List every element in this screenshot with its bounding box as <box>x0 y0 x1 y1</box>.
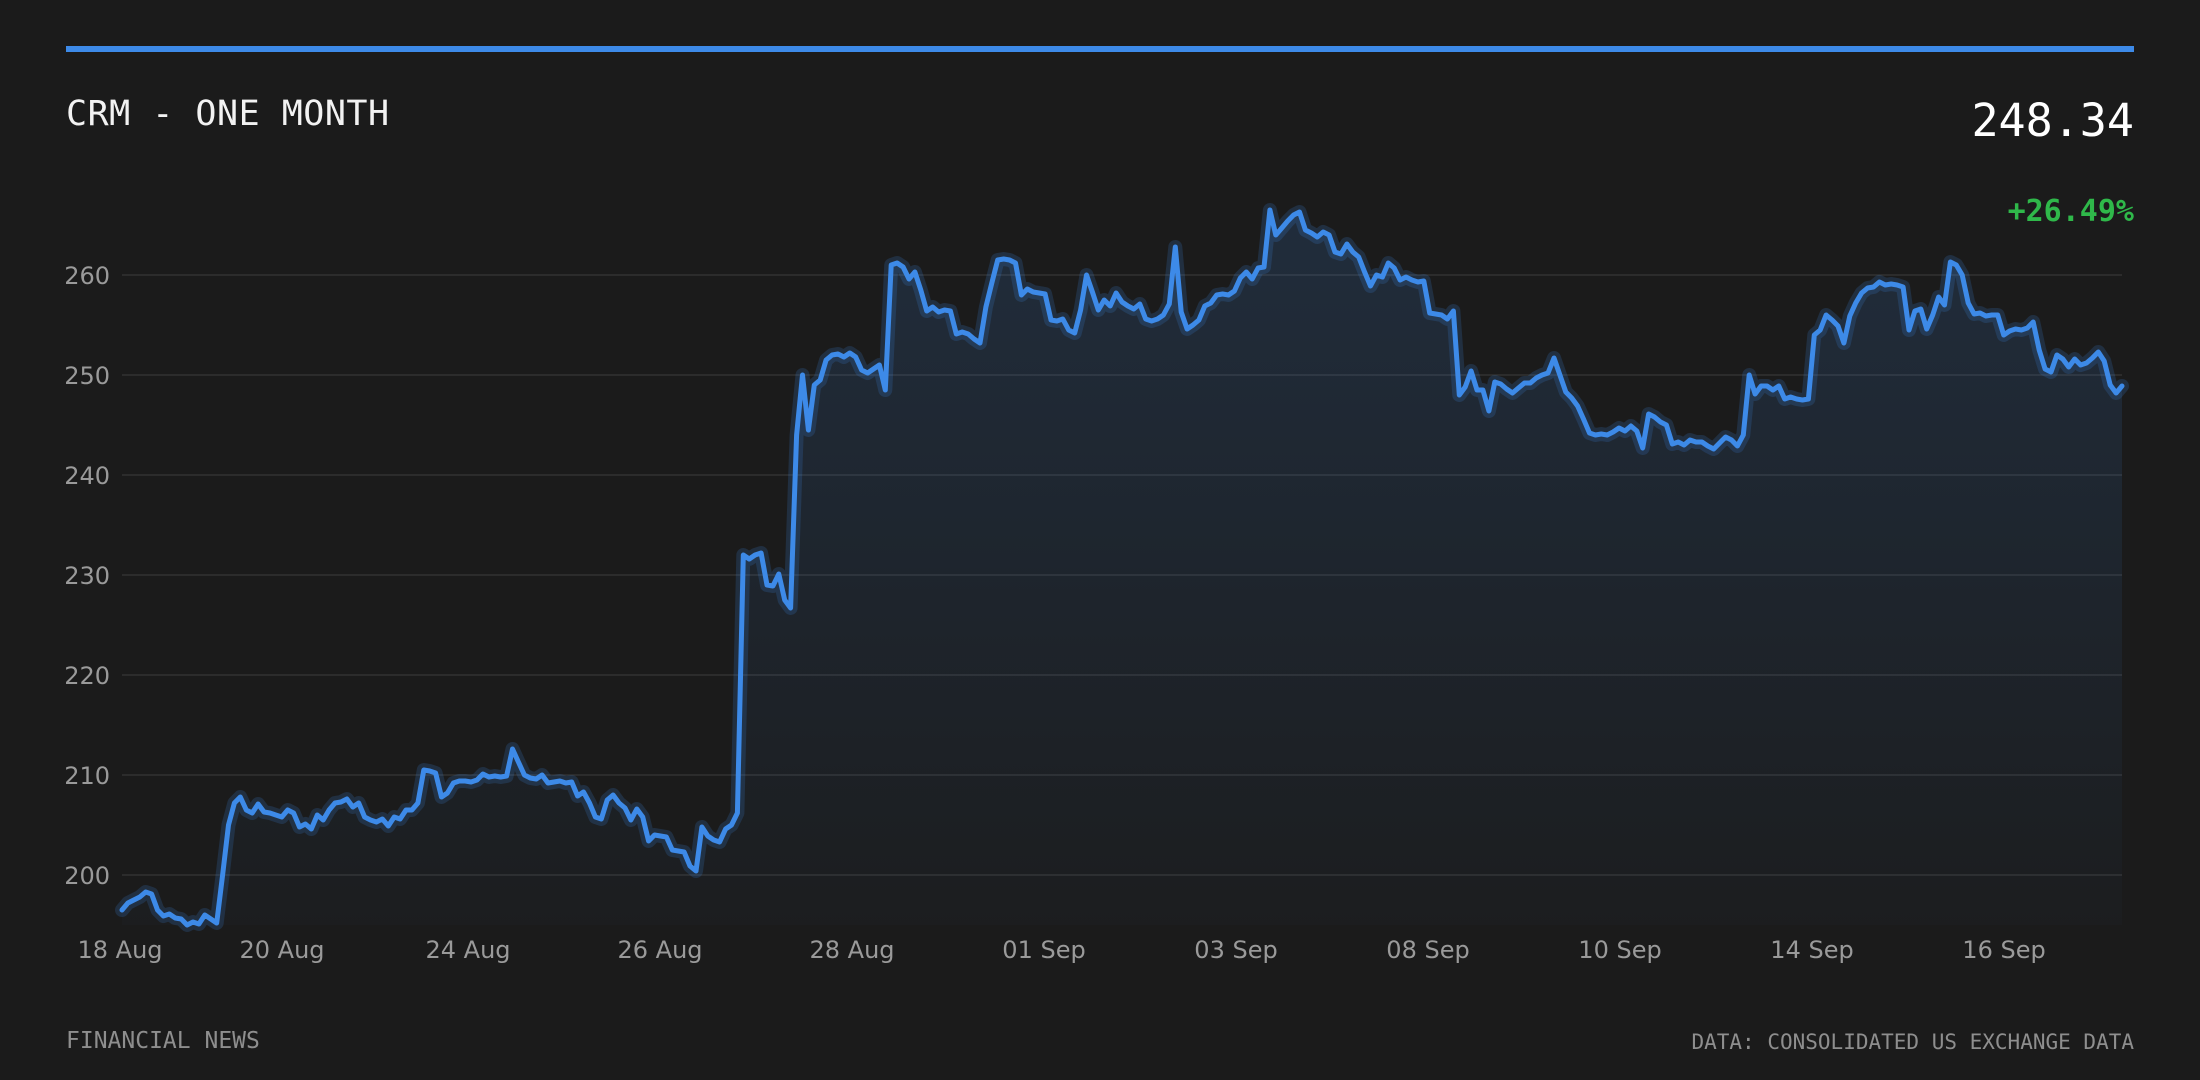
y-tick-label: 240 <box>64 462 110 490</box>
x-tick-label: 03 Sep <box>1194 936 1277 964</box>
current-price: 248.34 <box>1971 94 2134 147</box>
y-tick-label: 260 <box>64 262 110 290</box>
x-tick-label: 24 Aug <box>425 936 510 964</box>
y-axis-ticks: 200 210 220 230 240 250 260 <box>64 262 110 890</box>
footer-data-credit: DATA: CONSOLIDATED US EXCHANGE DATA <box>1691 1030 2134 1054</box>
x-axis-ticks: 18 Aug 20 Aug 24 Aug 26 Aug 28 Aug 01 Sep 03 S… <box>77 936 2045 964</box>
x-tick-label: 18 Aug <box>77 936 162 964</box>
accent-bar <box>66 46 2134 52</box>
price-change-percent: +26.49% <box>2007 194 2134 229</box>
x-tick-label: 08 Sep <box>1386 936 1469 964</box>
y-tick-label: 230 <box>64 562 110 590</box>
price-area <box>122 210 2122 925</box>
y-tick-label: 210 <box>64 762 110 790</box>
y-tick-label: 250 <box>64 362 110 390</box>
x-tick-label: 14 Sep <box>1770 936 1853 964</box>
x-tick-label: 01 Sep <box>1002 936 1085 964</box>
x-tick-label: 16 Sep <box>1962 936 2045 964</box>
x-tick-label: 20 Aug <box>239 936 324 964</box>
x-tick-label: 10 Sep <box>1578 936 1661 964</box>
y-tick-label: 220 <box>64 662 110 690</box>
chart-title: CRM - ONE MONTH <box>66 94 390 134</box>
footer-source-name: FINANCIAL NEWS <box>66 1028 260 1054</box>
x-tick-label: 28 Aug <box>809 936 894 964</box>
price-line <box>119 207 2125 928</box>
y-tick-label: 200 <box>64 862 110 890</box>
x-tick-label: 26 Aug <box>617 936 702 964</box>
